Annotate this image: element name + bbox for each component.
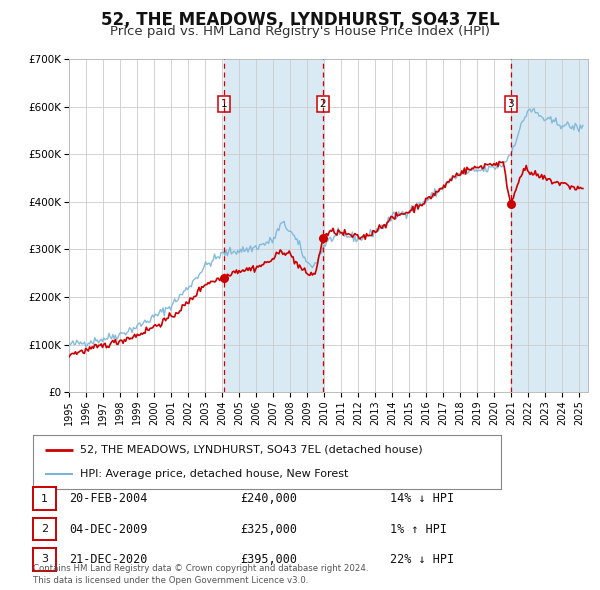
Text: 3: 3 xyxy=(508,99,514,109)
Text: £240,000: £240,000 xyxy=(240,492,297,505)
Text: 14% ↓ HPI: 14% ↓ HPI xyxy=(390,492,454,505)
Text: £325,000: £325,000 xyxy=(240,523,297,536)
Text: HPI: Average price, detached house, New Forest: HPI: Average price, detached house, New … xyxy=(80,469,348,479)
Bar xyxy=(511,59,588,392)
Text: 22% ↓ HPI: 22% ↓ HPI xyxy=(390,553,454,566)
Text: Contains HM Land Registry data © Crown copyright and database right 2024.
This d: Contains HM Land Registry data © Crown c… xyxy=(33,565,368,585)
Text: 21-DEC-2020: 21-DEC-2020 xyxy=(69,553,148,566)
Text: Price paid vs. HM Land Registry's House Price Index (HPI): Price paid vs. HM Land Registry's House … xyxy=(110,25,490,38)
Text: 1% ↑ HPI: 1% ↑ HPI xyxy=(390,523,447,536)
Text: 20-FEB-2004: 20-FEB-2004 xyxy=(69,492,148,505)
Text: 04-DEC-2009: 04-DEC-2009 xyxy=(69,523,148,536)
Text: 3: 3 xyxy=(41,555,48,564)
Text: 2: 2 xyxy=(320,99,326,109)
Text: 52, THE MEADOWS, LYNDHURST, SO43 7EL: 52, THE MEADOWS, LYNDHURST, SO43 7EL xyxy=(101,11,499,29)
Text: 52, THE MEADOWS, LYNDHURST, SO43 7EL (detached house): 52, THE MEADOWS, LYNDHURST, SO43 7EL (de… xyxy=(80,445,422,455)
Text: 1: 1 xyxy=(221,99,227,109)
Bar xyxy=(224,59,323,392)
Text: £395,000: £395,000 xyxy=(240,553,297,566)
Text: 2: 2 xyxy=(41,525,48,534)
Text: 1: 1 xyxy=(41,494,48,503)
